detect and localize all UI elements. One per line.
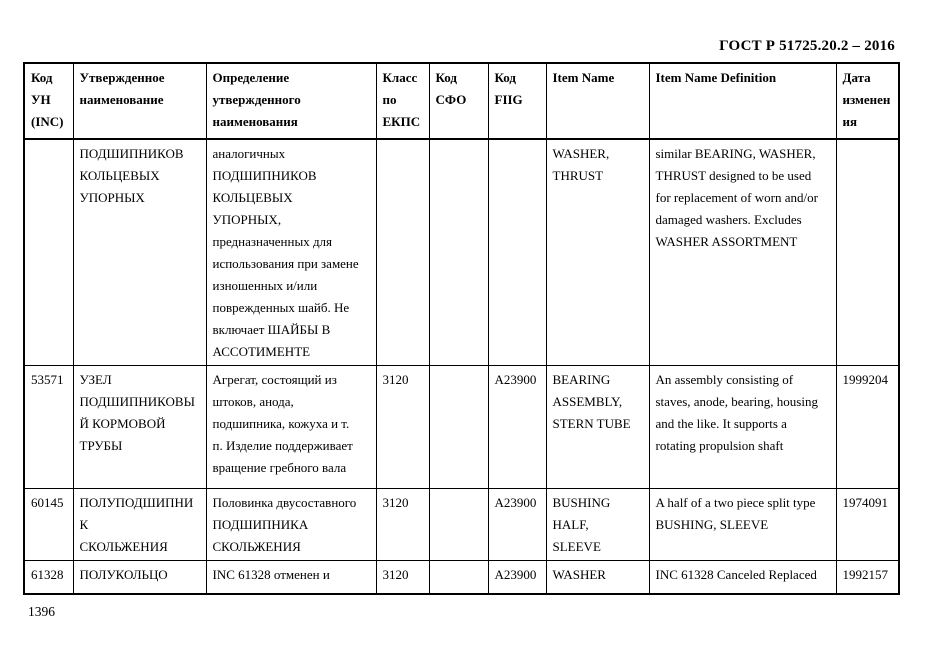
cell-change-date: 1992157 — [835, 560, 900, 594]
cell-approved-name: ПОЛУПОДШИПНИК СКОЛЬЖЕНИЯ — [72, 488, 207, 561]
cell-item-name-definition: similar BEARING, WASHER, THRUST designed… — [648, 138, 837, 366]
cell-change-date: 1974091 — [835, 488, 900, 561]
cell-sfo-code — [428, 138, 489, 366]
cell-item-name: BUSHING HALF, SLEEVE — [545, 488, 650, 561]
cell-item-name: BEARING ASSEMBLY, STERN TUBE — [545, 365, 650, 489]
cell-item-name-definition: INC 61328 Canceled Replaced — [648, 560, 837, 594]
cell-definition-ru: INC 61328 отменен и — [205, 560, 377, 594]
col-header-item-name-definition: Item Name Definition — [648, 62, 837, 140]
cell-definition-ru: Агрегат, состоящий из штоков, анода, под… — [205, 365, 377, 489]
cell-inc-code: 61328 — [23, 560, 74, 594]
cell-inc-code: 53571 — [23, 365, 74, 489]
cell-inc-code — [23, 138, 74, 366]
cell-fiig-code: A23900 — [487, 365, 547, 489]
page-number: 1396 — [28, 604, 55, 619]
cell-approved-name: УЗЕЛ ПОДШИПНИКОВЫ Й КОРМОВОЙ ТРУБЫ — [72, 365, 207, 489]
cell-definition-ru: аналогичных ПОДШИПНИКОВ КОЛЬЦЕВЫХ УПОРНЫ… — [205, 138, 377, 366]
document-header-title: ГОСТ Р 51725.20.2 – 2016 — [719, 38, 895, 54]
cell-fiig-code: A23900 — [487, 488, 547, 561]
cell-ekps-class: 3120 — [375, 365, 430, 489]
cell-approved-name: ПОДШИПНИКОВ КОЛЬЦЕВЫХ УПОРНЫХ — [72, 138, 207, 366]
table-row: 60145 ПОЛУПОДШИПНИК СКОЛЬЖЕНИЯ Половинка… — [23, 488, 900, 561]
cell-ekps-class: 3120 — [375, 560, 430, 594]
cell-sfo-code — [428, 365, 489, 489]
cell-item-name: WASHER — [545, 560, 650, 594]
cell-item-name-definition: A half of a two piece split type BUSHING… — [648, 488, 837, 561]
col-header-item-name: Item Name — [545, 62, 650, 140]
col-header-sfo-code: Код СФО — [428, 62, 489, 140]
col-header-fiig-code: Код FIIG — [487, 62, 547, 140]
col-header-change-date: Дата изменен ия — [835, 62, 900, 140]
table-header-row: Код УН (INC) Утвержденное наименование О… — [23, 62, 900, 140]
col-header-ekps-class: Класс по ЕКПС — [375, 62, 430, 140]
table-row: 53571 УЗЕЛ ПОДШИПНИКОВЫ Й КОРМОВОЙ ТРУБЫ… — [23, 365, 900, 489]
cell-item-name: WASHER, THRUST — [545, 138, 650, 366]
col-header-approved-name: Утвержденное наименование — [72, 62, 207, 140]
cell-item-name-definition: An assembly consisting of staves, anode,… — [648, 365, 837, 489]
cell-ekps-class: 3120 — [375, 488, 430, 561]
cell-change-date: 1999204 — [835, 365, 900, 489]
cell-sfo-code — [428, 488, 489, 561]
cell-inc-code: 60145 — [23, 488, 74, 561]
cell-fiig-code — [487, 138, 547, 366]
item-codes-table: Код УН (INC) Утвержденное наименование О… — [23, 62, 900, 595]
cell-ekps-class — [375, 138, 430, 366]
col-header-inc-code: Код УН (INC) — [23, 62, 74, 140]
cell-fiig-code: A23900 — [487, 560, 547, 594]
cell-change-date — [835, 138, 900, 366]
cell-definition-ru: Половинка двусоставного ПОДШИПНИКА СКОЛЬ… — [205, 488, 377, 561]
col-header-definition-ru: Определение утвержденного наименования — [205, 62, 377, 140]
table-row: 61328 ПОЛУКОЛЬЦО INC 61328 отменен и 312… — [23, 560, 900, 594]
cell-sfo-code — [428, 560, 489, 594]
cell-approved-name: ПОЛУКОЛЬЦО — [72, 560, 207, 594]
table-row: ПОДШИПНИКОВ КОЛЬЦЕВЫХ УПОРНЫХ аналогичны… — [23, 138, 900, 366]
